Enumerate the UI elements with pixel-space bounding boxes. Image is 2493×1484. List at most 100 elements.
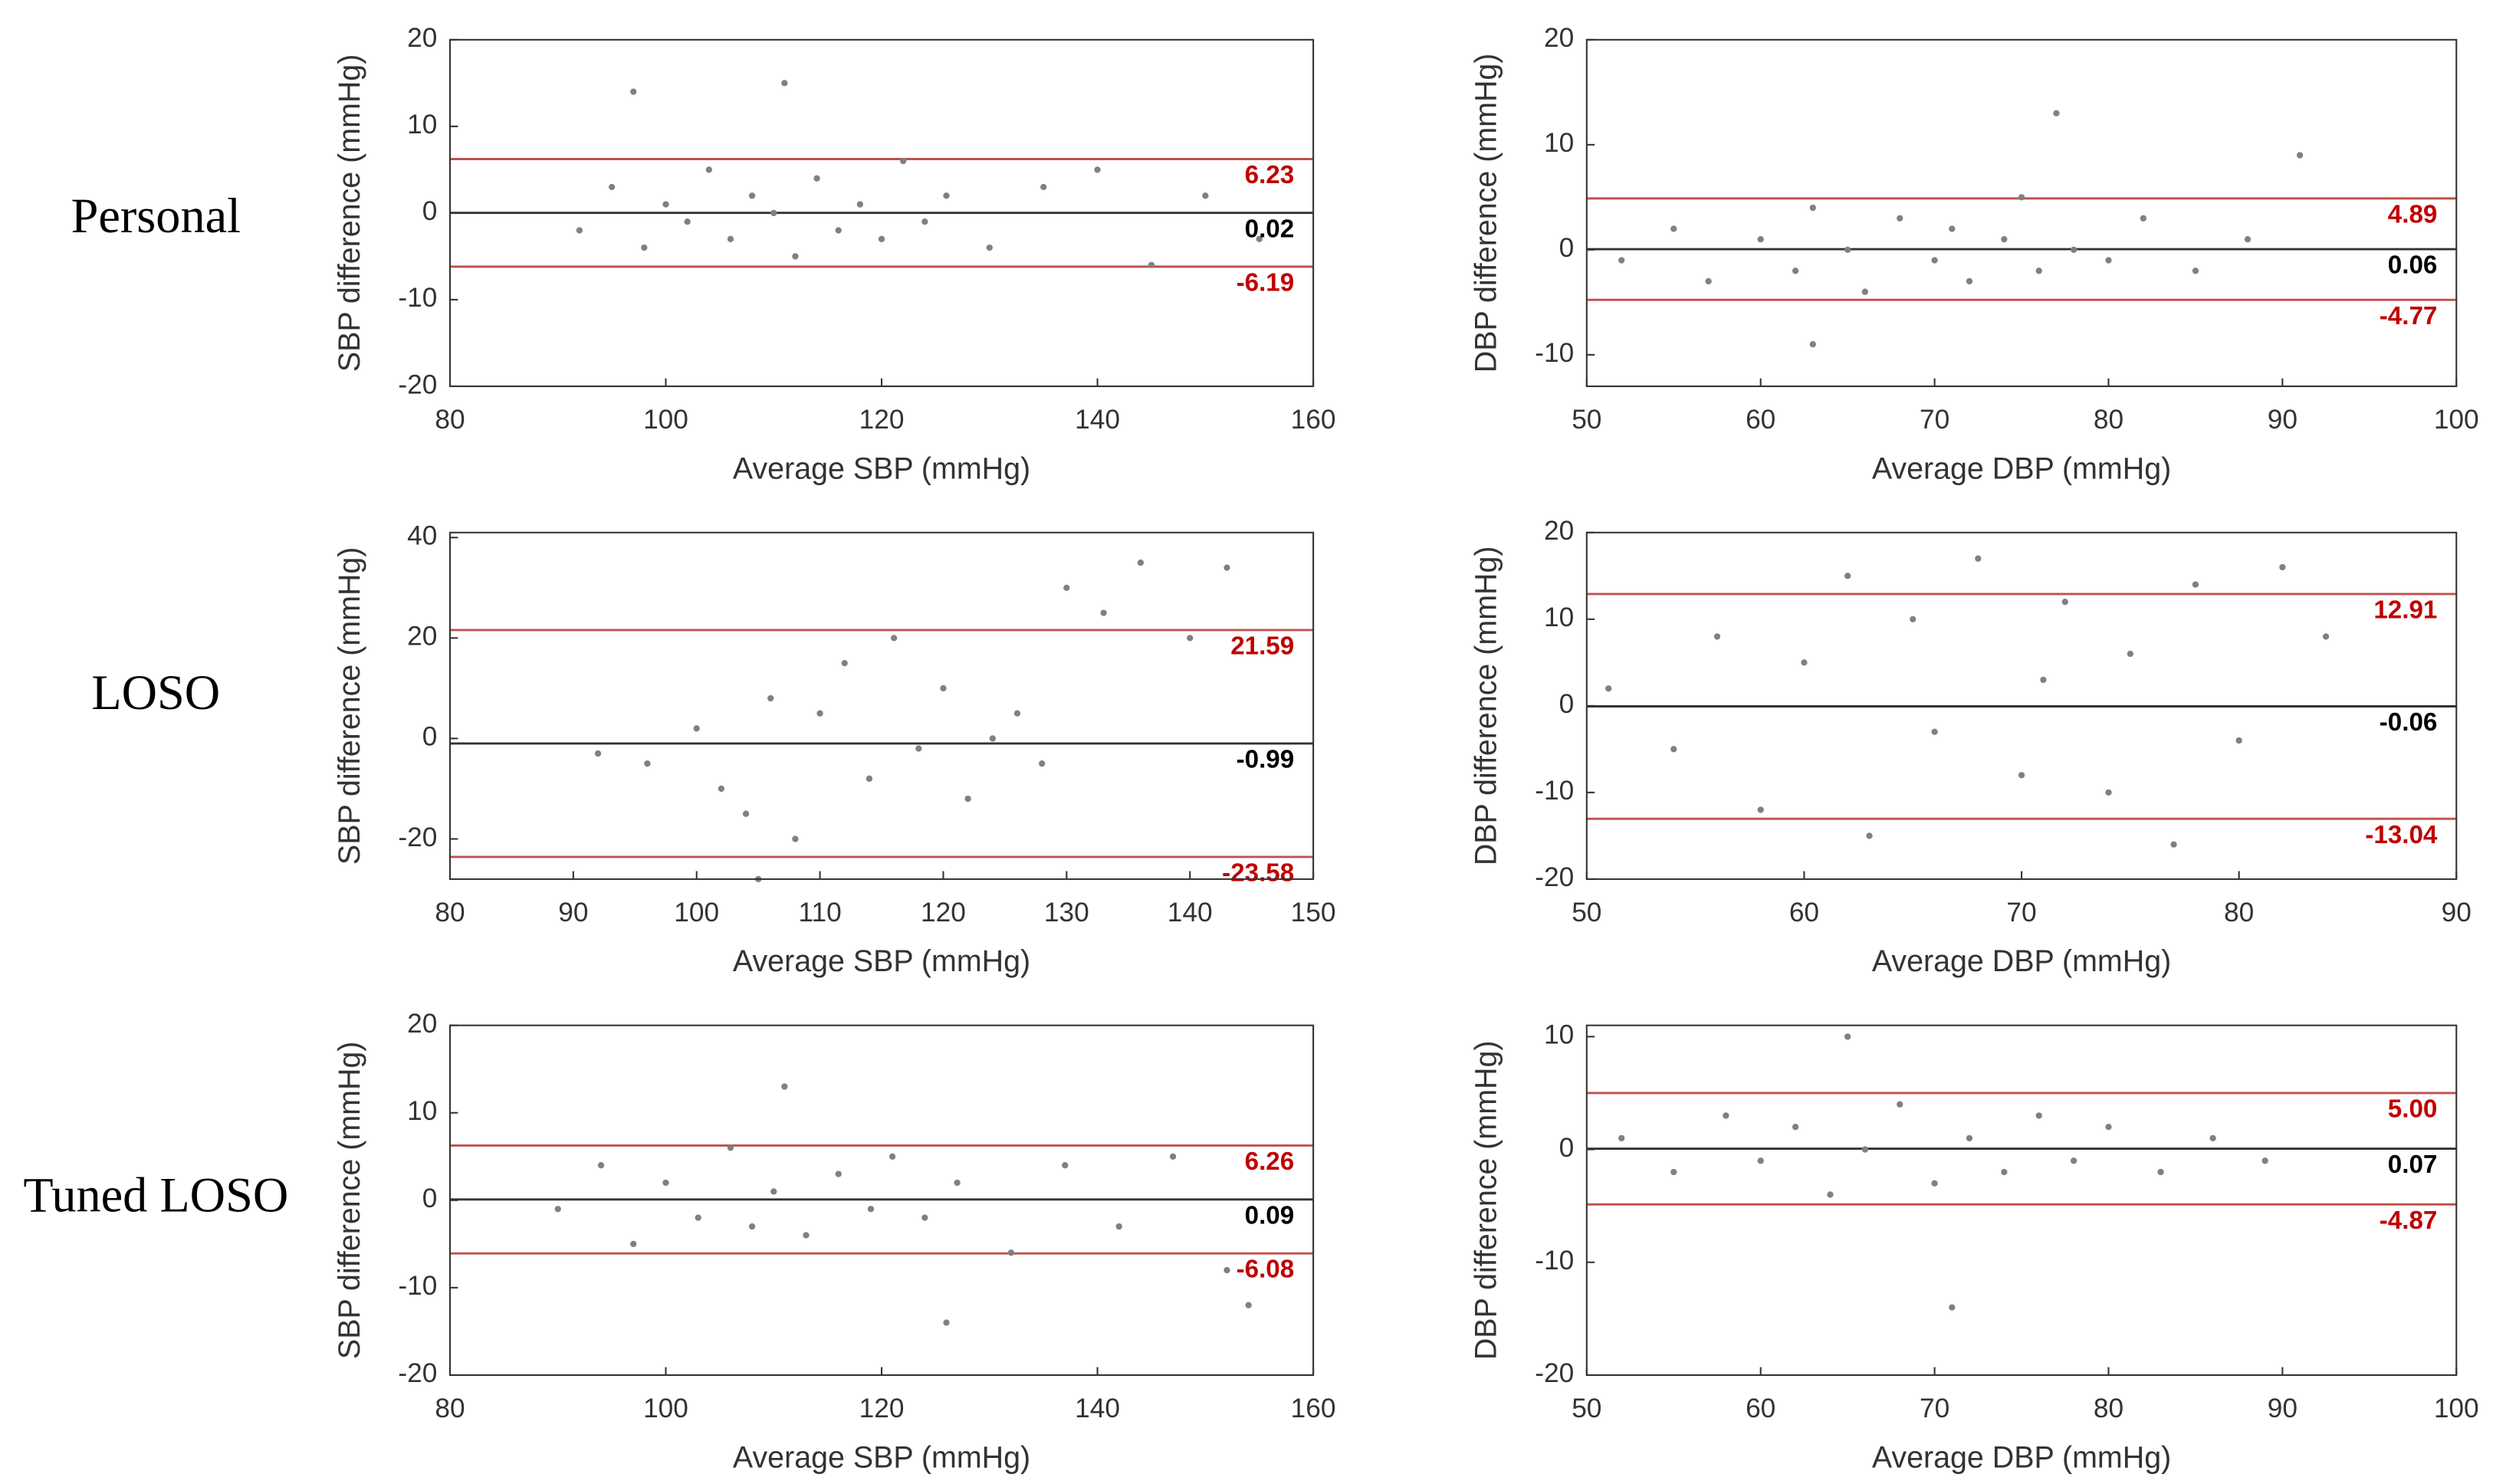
point: [2001, 1168, 2008, 1176]
plot-frame: [1585, 38, 2458, 387]
point: [1100, 609, 1107, 616]
point: [1757, 1157, 1764, 1164]
x-tick-label: 60: [1789, 898, 1819, 927]
y-axis-label: SBP difference (mmHg): [333, 1042, 366, 1360]
x-tick-label: 80: [2094, 1394, 2123, 1423]
point: [816, 710, 823, 717]
point: [662, 201, 669, 208]
reference-label: 21.59: [1230, 632, 1294, 661]
point: [867, 1206, 875, 1213]
point: [1245, 1302, 1252, 1308]
point: [1866, 832, 1873, 839]
point: [878, 235, 885, 242]
point: [2105, 257, 2112, 264]
point: [2105, 1123, 2112, 1131]
reference-label: -0.06: [2380, 708, 2438, 737]
x-axis-label: Average SBP (mmHg): [733, 944, 1030, 978]
x-tick-label: 90: [2268, 1394, 2298, 1423]
x-tick-label: 160: [1291, 1394, 1336, 1423]
point: [1137, 559, 1145, 566]
point: [2053, 110, 2060, 117]
point: [1705, 277, 1712, 285]
y-tick-label: -10: [1535, 776, 1574, 806]
x-tick-label: 120: [859, 405, 905, 435]
point: [1827, 1191, 1834, 1198]
x-tick-label: 120: [921, 898, 966, 927]
point: [1148, 261, 1155, 268]
reference-label: 0.07: [2388, 1151, 2438, 1179]
point: [915, 745, 922, 752]
point: [1792, 268, 1799, 274]
x-tick-label: 60: [1746, 1394, 1775, 1423]
point: [1844, 1033, 1851, 1040]
x-axis-label: Average DBP (mmHg): [1872, 944, 2171, 978]
point: [835, 227, 842, 234]
point: [1039, 760, 1046, 767]
y-axis-label: DBP difference (mmHg): [1470, 1040, 1503, 1360]
point: [662, 1179, 669, 1187]
x-tick-label: 90: [2442, 898, 2472, 927]
row-label: Personal: [71, 189, 241, 243]
y-tick-label: 20: [407, 23, 437, 53]
point: [921, 1214, 928, 1221]
point: [1013, 710, 1021, 717]
point: [1897, 215, 1903, 222]
point: [695, 1214, 701, 1221]
point: [856, 201, 864, 208]
point: [1757, 236, 1764, 243]
x-tick-label: 120: [859, 1394, 905, 1423]
plot-frame: [448, 531, 1315, 880]
y-tick-label: 10: [407, 110, 437, 140]
x-tick-label: 80: [435, 898, 465, 927]
x-tick-label: 80: [2224, 898, 2254, 927]
plot-frame: [1585, 1024, 2458, 1376]
point: [1062, 1162, 1069, 1169]
point: [1966, 277, 1973, 285]
reference-label: -6.19: [1237, 268, 1295, 297]
point: [1966, 1134, 1973, 1142]
y-axis-label: SBP difference (mmHg): [333, 547, 366, 865]
point: [2209, 1134, 2216, 1142]
point: [2018, 772, 2025, 779]
point: [792, 836, 799, 842]
point: [1618, 257, 1625, 264]
x-tick-label: 90: [558, 898, 588, 927]
x-tick-label: 100: [643, 1394, 688, 1423]
y-tick-label: -10: [398, 283, 437, 313]
x-axis-label: Average SBP (mmHg): [733, 1440, 1030, 1474]
point: [1007, 1249, 1015, 1256]
point: [781, 80, 788, 87]
point: [2235, 737, 2242, 744]
point: [2061, 599, 2068, 606]
point: [792, 253, 799, 260]
point: [684, 218, 691, 225]
point: [1169, 1153, 1177, 1160]
y-tick-label: -10: [1535, 1246, 1574, 1276]
point: [748, 192, 756, 199]
point: [803, 1232, 810, 1239]
point: [767, 694, 774, 702]
y-tick-label: 10: [1544, 1020, 1574, 1050]
x-tick-label: 140: [1168, 898, 1213, 927]
x-axis-label: Average SBP (mmHg): [733, 451, 1030, 485]
point: [554, 1206, 561, 1213]
point: [630, 1240, 637, 1247]
row-label: LOSO: [91, 665, 220, 720]
point: [1931, 1180, 1938, 1187]
reference-label: 6.26: [1245, 1147, 1295, 1176]
point: [1844, 573, 1851, 579]
point: [2127, 650, 2133, 658]
point: [770, 209, 777, 217]
point: [1931, 728, 1938, 735]
point: [693, 725, 700, 732]
point: [2261, 1157, 2268, 1164]
point: [954, 1179, 961, 1187]
x-tick-label: 50: [1572, 898, 1601, 927]
point: [1670, 1168, 1677, 1176]
point: [1094, 166, 1101, 173]
point: [597, 1162, 605, 1169]
point: [986, 244, 993, 251]
y-tick-label: 0: [1559, 233, 1575, 263]
point: [727, 235, 734, 242]
